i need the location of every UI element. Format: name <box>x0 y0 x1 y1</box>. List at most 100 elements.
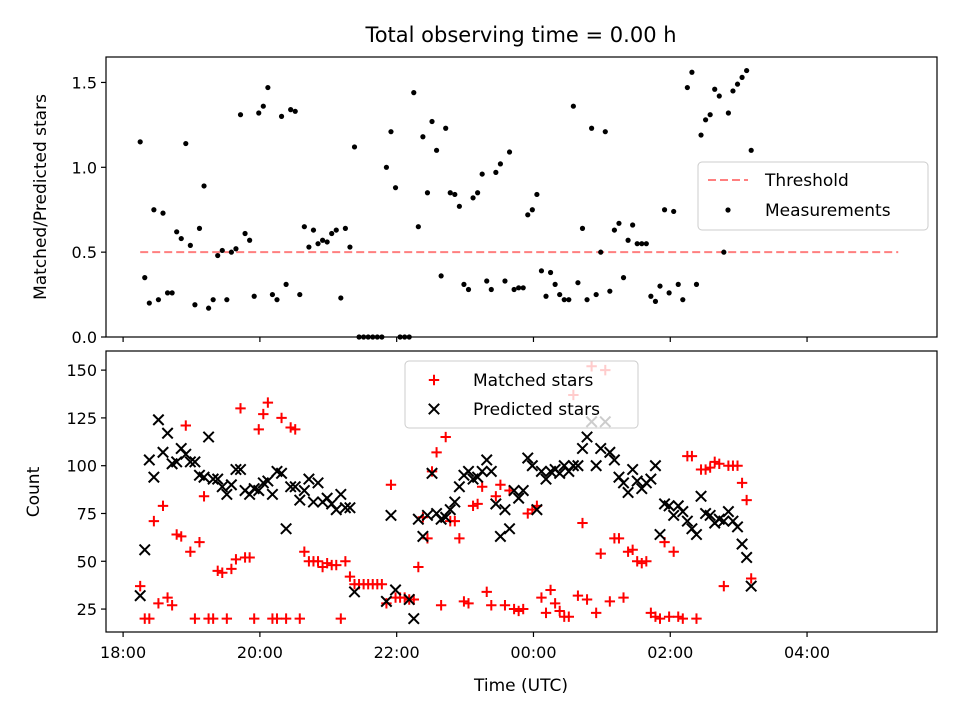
measurement-point <box>570 103 576 109</box>
measurement-point <box>142 275 148 281</box>
matched-star-point <box>290 424 301 435</box>
measurement-point <box>475 190 481 196</box>
measurement-point <box>611 227 618 233</box>
measurement-point <box>347 244 353 250</box>
predicted-star-point <box>147 471 160 484</box>
x-tick-label: 22:00 <box>374 643 420 662</box>
matched-star-point <box>627 544 638 556</box>
matched-star-point <box>604 596 616 607</box>
measurement-point <box>301 224 307 230</box>
measurement-point <box>675 281 681 287</box>
measurement-point <box>292 108 298 114</box>
matched-star-point <box>641 556 652 567</box>
measurement-point <box>657 283 663 289</box>
matched-star-point <box>518 603 529 615</box>
matched-star-point <box>545 584 556 596</box>
x-axis-label: Time (UTC) <box>473 676 568 696</box>
measurement-point <box>520 285 526 291</box>
predicted-star-point <box>421 509 434 522</box>
measurement-point <box>260 103 266 109</box>
predicted-star-point <box>704 509 717 522</box>
predicted-star-point <box>189 455 201 468</box>
measurement-point <box>224 297 230 303</box>
measurement-point <box>666 290 672 296</box>
measurement-point <box>411 90 417 96</box>
bottom-axes-frame <box>105 350 938 633</box>
matched-star-point <box>230 554 242 565</box>
matched-star-point <box>513 605 524 617</box>
predicted-star-point <box>503 522 516 535</box>
measurement-point <box>589 125 595 131</box>
measurement-point <box>566 297 572 303</box>
predicted-star-point <box>567 459 580 472</box>
matched-star-point <box>595 548 606 559</box>
matched-star-point <box>481 586 492 598</box>
measurement-point <box>461 281 467 287</box>
predicted-star-point <box>380 595 393 608</box>
top-y-tick-label: 0.5 <box>72 243 97 262</box>
predicted-star-point <box>521 452 534 464</box>
predicted-star-point <box>198 471 210 484</box>
matched-star-point <box>495 479 506 491</box>
predicted-star-point <box>617 476 630 489</box>
measurement-point <box>680 297 686 303</box>
matched-star-point <box>253 424 264 435</box>
measurement-point <box>443 125 449 131</box>
predicted-star-point <box>581 431 593 443</box>
measurement-point <box>164 290 171 296</box>
measurement-point <box>433 147 440 153</box>
measurement-point <box>748 147 754 153</box>
measurement-point <box>702 117 709 123</box>
measurement-point <box>456 203 462 209</box>
predicted-star-point <box>312 476 324 489</box>
measurement-point <box>616 220 622 226</box>
measurement-point <box>324 239 330 245</box>
predicted-star-point <box>667 509 680 522</box>
predicted-star-point <box>412 513 425 526</box>
matched-star-point <box>563 611 575 622</box>
measurement-point <box>351 144 358 150</box>
measurement-point <box>716 93 722 99</box>
measurement-point <box>707 112 713 118</box>
predicted-star-point <box>745 580 758 593</box>
predicted-star-point <box>453 480 466 493</box>
x-tick-label: 00:00 <box>510 643 556 662</box>
measurement-point <box>602 129 608 135</box>
predicted-star-point <box>540 473 552 485</box>
matched-star-point <box>663 611 675 622</box>
matched-star-point <box>221 613 233 624</box>
measurement-point <box>557 291 563 298</box>
top-y-axis-label: Matched/Predicted stars <box>31 94 51 300</box>
matched-star-point <box>144 613 155 624</box>
predicted-star-point <box>280 522 293 535</box>
predicted-star-point <box>252 484 265 497</box>
predicted-star-point <box>334 488 347 501</box>
matched-star-point <box>134 580 146 592</box>
matched-star-point <box>248 613 260 624</box>
matched-star-point <box>212 565 223 577</box>
measurement-point <box>210 297 216 303</box>
predicted-star-point <box>134 589 147 602</box>
matched-star-point <box>198 491 210 502</box>
matched-star-point <box>276 412 287 424</box>
predicted-star-point <box>344 501 356 514</box>
bottom-plot-area: 25 50 75 100 125 150 18:00 20:00 22:00 00:00 02:00… <box>66 350 938 662</box>
measurement-point <box>215 252 221 259</box>
measurement-point <box>338 295 344 301</box>
measurement-point <box>233 246 239 252</box>
matched-star-point <box>312 556 324 567</box>
matched-star-point <box>613 533 625 544</box>
measurement-point <box>538 268 545 274</box>
measurement-point <box>192 302 198 308</box>
measurement-point <box>283 281 289 287</box>
matched-star-point <box>244 552 255 563</box>
measurement-point <box>493 169 499 175</box>
matched-star-point <box>691 613 702 624</box>
matched-star-point <box>340 556 351 567</box>
predicted-star-point <box>289 480 302 493</box>
measurement-point <box>529 207 535 213</box>
legend-matched-label: Matched stars <box>473 371 593 391</box>
measurement-point <box>151 207 157 213</box>
predicted-star-point <box>626 463 639 476</box>
measurement-point <box>639 241 645 247</box>
